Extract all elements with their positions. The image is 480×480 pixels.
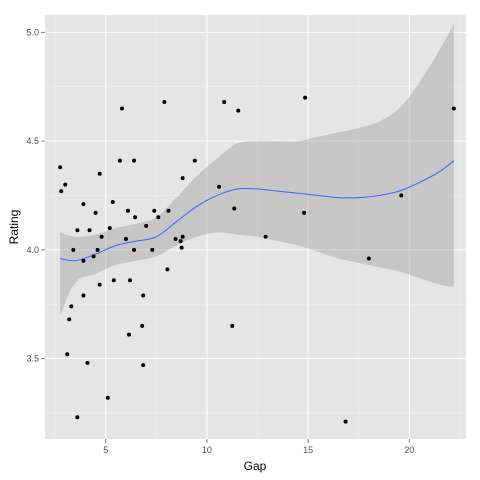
data-point (87, 228, 92, 233)
y-tick-label: 5.0 (26, 27, 39, 37)
data-point (110, 199, 115, 204)
x-tick-label: 20 (404, 445, 414, 455)
data-point (81, 202, 86, 207)
data-point (58, 165, 63, 170)
data-point (263, 234, 268, 239)
x-tick-label: 10 (202, 445, 212, 455)
data-point (91, 254, 96, 259)
data-point (69, 304, 74, 309)
minor-gridlines (45, 15, 466, 439)
data-point (85, 360, 90, 365)
x-axis-title: Gap (244, 459, 267, 473)
data-point (127, 332, 131, 337)
data-point (128, 278, 133, 283)
data-point (119, 106, 124, 111)
data-point (105, 395, 110, 400)
data-point (451, 106, 456, 111)
data-point (71, 247, 76, 252)
data-point (303, 95, 308, 100)
data-point (141, 293, 146, 298)
data-point (366, 256, 371, 261)
data-point (343, 419, 348, 424)
data-point (152, 208, 157, 213)
data-point (180, 234, 185, 239)
data-point (97, 282, 102, 287)
data-point (63, 182, 68, 187)
data-point (111, 278, 116, 283)
data-point (192, 158, 197, 163)
y-axis-title: Rating (7, 210, 21, 245)
data-point (180, 176, 185, 181)
data-point (59, 189, 64, 194)
data-point (179, 245, 184, 250)
data-point (165, 267, 170, 272)
y-tick-label: 4.0 (26, 245, 39, 255)
data-point (156, 215, 161, 220)
data-point (141, 363, 146, 368)
x-tick-label: 15 (303, 445, 313, 455)
x-tick-label: 5 (103, 445, 108, 455)
data-point (67, 317, 72, 322)
data-point (144, 223, 149, 228)
data-point (162, 99, 167, 104)
data-point (93, 210, 98, 215)
data-point (95, 247, 100, 252)
data-point (99, 234, 104, 239)
x-axis-ticks: 5 10 15 20 (103, 439, 414, 455)
data-point (132, 247, 137, 252)
data-point (81, 258, 86, 263)
data-point (133, 215, 138, 220)
data-point (236, 108, 241, 113)
data-point (65, 352, 70, 357)
plot-panel (45, 15, 466, 439)
data-point (125, 208, 130, 213)
data-point (222, 99, 227, 104)
data-point (117, 158, 122, 163)
data-point (140, 323, 145, 328)
data-point (217, 184, 222, 189)
data-point (173, 236, 178, 241)
data-points (58, 95, 456, 424)
y-tick-label: 3.5 (26, 354, 39, 364)
data-point (132, 158, 137, 163)
data-point (178, 239, 183, 244)
y-axis-ticks: 3.5 4.0 4.5 5.0 (26, 27, 45, 364)
data-point (232, 206, 237, 211)
confidence-ribbon (60, 23, 454, 316)
data-point (75, 415, 80, 420)
data-point (399, 193, 404, 198)
data-point (166, 208, 171, 213)
data-point (75, 228, 80, 233)
y-tick-label: 4.5 (26, 136, 39, 146)
data-point (81, 293, 86, 298)
data-point (107, 226, 112, 231)
data-point (230, 323, 235, 328)
data-point (123, 236, 128, 241)
data-point (97, 171, 102, 176)
major-gridlines (45, 15, 466, 439)
data-point (150, 247, 155, 252)
smooth-trend-line (60, 160, 455, 262)
data-point (302, 210, 307, 215)
